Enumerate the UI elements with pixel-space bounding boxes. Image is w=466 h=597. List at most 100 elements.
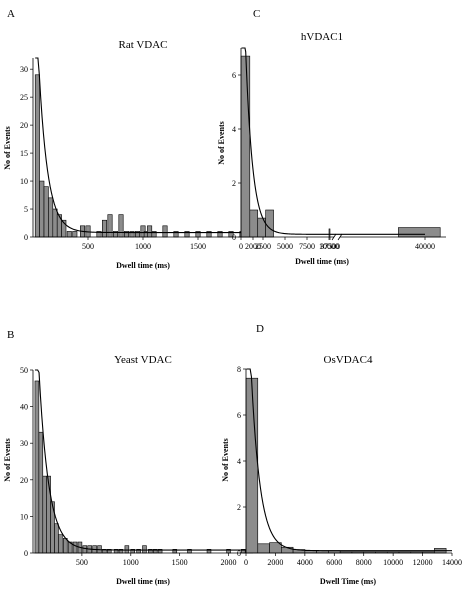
fit-curve xyxy=(35,57,253,234)
x-tick-label: 0 xyxy=(239,242,243,251)
fit-curve xyxy=(241,47,425,235)
histogram-bar-1 xyxy=(38,431,44,554)
y-tick-label: 2 xyxy=(237,503,241,512)
x-tick-label: 7500 xyxy=(299,242,315,251)
axis-break-mark xyxy=(337,233,343,241)
y-tick-label: 0 xyxy=(24,233,28,242)
x-axis-label: Dwell time (ms) xyxy=(116,261,170,270)
chart-title: OsVDAC4 xyxy=(324,354,373,366)
x-tick-label: 1000 xyxy=(123,558,139,567)
histogram-bar-3 xyxy=(265,209,274,238)
x-tick-label: 2000 xyxy=(221,558,237,567)
y-tick-label: 4 xyxy=(232,125,236,134)
histogram-bar-2 xyxy=(269,542,282,554)
histogram-bar-5 xyxy=(398,227,441,238)
bars-group xyxy=(34,380,246,554)
y-tick-label: 5 xyxy=(24,205,28,214)
fit-curve xyxy=(246,368,452,552)
y-tick-label: 20 xyxy=(20,476,28,485)
histogram-bar-2 xyxy=(42,475,47,554)
histogram-bar-3 xyxy=(46,475,51,554)
histogram-bar-6 xyxy=(58,534,63,554)
histogram-bar-1 xyxy=(39,180,45,238)
x-tick-label: 1000 xyxy=(135,242,151,251)
x-tick-label: 5000 xyxy=(277,242,293,251)
x-tick-label: 500 xyxy=(76,558,88,567)
y-tick-label: 30 xyxy=(20,439,28,448)
y-axis-label: No of Events xyxy=(3,438,12,482)
x-tick-label: 2000 xyxy=(267,558,283,567)
y-tick-label: 6 xyxy=(237,411,241,420)
x-tick-label: 2500 xyxy=(255,242,271,251)
y-tick-label: 25 xyxy=(20,93,28,102)
histogram-bar-0 xyxy=(245,377,259,554)
y-tick-label: 2 xyxy=(232,179,236,188)
y-axis-label: No of Events xyxy=(3,126,12,170)
histogram-bar-21 xyxy=(147,225,153,238)
panel-label: A xyxy=(7,8,15,20)
x-tick-label: 1500 xyxy=(172,558,188,567)
y-tick-label: 0 xyxy=(237,549,241,558)
panel-label: D xyxy=(256,323,264,335)
y-tick-label: 50 xyxy=(20,366,28,375)
histogram-bar-13 xyxy=(107,214,113,238)
panel-label: B xyxy=(7,329,14,341)
histogram-bar-0 xyxy=(34,74,40,238)
histogram-bar-2 xyxy=(43,186,49,238)
x-tick-label: 8000 xyxy=(356,558,372,567)
x-axis-label: Dwell time (ms) xyxy=(295,257,349,266)
histogram-bar-1 xyxy=(257,543,270,554)
y-tick-label: 20 xyxy=(20,121,28,130)
histogram-bar-23 xyxy=(162,225,168,238)
y-tick-label: 6 xyxy=(232,71,236,80)
y-tick-label: 4 xyxy=(237,457,241,466)
histogram-bar-15 xyxy=(118,214,124,238)
panel-label: C xyxy=(253,8,260,20)
x-tick-label: 12000 xyxy=(413,558,433,567)
histogram-bar-12 xyxy=(102,219,108,238)
x-tick-label: 4000 xyxy=(297,558,313,567)
y-axis-label: No of Events xyxy=(221,438,230,482)
bars-group xyxy=(245,377,447,554)
x-axis-label: Dwell time (ms) xyxy=(116,577,170,586)
x-tick-label: 0 xyxy=(244,558,248,567)
histogram-bar-19 xyxy=(124,545,130,554)
histogram-bar-8 xyxy=(72,231,78,238)
bars-group xyxy=(240,55,441,238)
histogram-bar-0 xyxy=(240,55,251,238)
y-tick-label: 8 xyxy=(237,365,241,374)
histogram-bar-9 xyxy=(72,541,78,554)
y-tick-label: 40 xyxy=(20,403,28,412)
x-tick-label: 1500 xyxy=(190,242,206,251)
histogram-bar-3 xyxy=(48,197,54,238)
x-tick-label: 10000 xyxy=(383,558,403,567)
x-tick-label: 500 xyxy=(82,242,94,251)
x-tick-label: 10000 xyxy=(319,242,339,251)
histogram-bar-22 xyxy=(142,545,147,554)
histogram-bar-4 xyxy=(328,228,331,238)
histogram-bar-7 xyxy=(63,538,68,554)
chart-title: Rat VDAC xyxy=(119,39,168,51)
x-axis-label: Dwell Time (ms) xyxy=(320,577,376,586)
histogram-bar-11 xyxy=(82,545,88,554)
y-tick-label: 15 xyxy=(20,149,28,158)
histogram-bar-4 xyxy=(52,208,58,238)
chart-title: hVDAC1 xyxy=(301,31,343,43)
x-tick-label: 14000 xyxy=(442,558,462,567)
fit-curve xyxy=(34,369,253,551)
y-tick-label: 10 xyxy=(20,177,28,186)
histogram-bar-1 xyxy=(249,209,259,238)
x-tick-label: 2000 xyxy=(245,242,261,251)
histogram-bar-5 xyxy=(54,523,59,554)
y-tick-label: 10 xyxy=(20,512,28,521)
x-tick-label: 37500 xyxy=(320,242,340,251)
y-axis-label: No of Events xyxy=(217,121,226,165)
y-tick-label: 30 xyxy=(20,65,28,74)
histogram-bar-0 xyxy=(34,380,40,554)
x-tick-label: 40000 xyxy=(415,242,435,251)
